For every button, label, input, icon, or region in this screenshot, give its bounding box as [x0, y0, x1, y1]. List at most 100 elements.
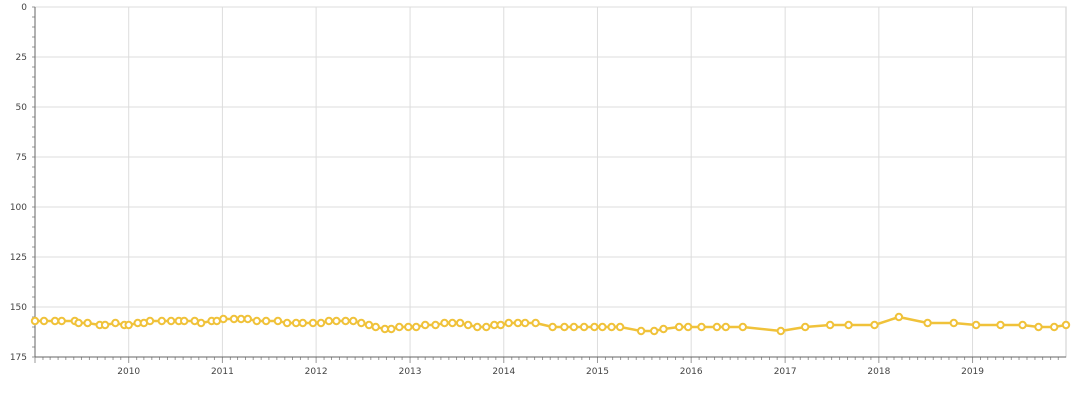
- y-tick-label: 125: [10, 253, 27, 263]
- x-tick-label: 2017: [774, 367, 797, 377]
- data-point[interactable]: [455, 318, 465, 328]
- data-point[interactable]: [598, 322, 607, 332]
- data-point[interactable]: [349, 316, 358, 326]
- data-point[interactable]: [923, 318, 932, 328]
- data-point[interactable]: [357, 318, 366, 328]
- x-tick-label: 2014: [492, 367, 515, 377]
- data-point[interactable]: [180, 316, 189, 326]
- data-point[interactable]: [236, 314, 246, 324]
- data-point[interactable]: [371, 322, 380, 332]
- data-point[interactable]: [683, 322, 693, 332]
- data-point[interactable]: [431, 320, 440, 330]
- data-point[interactable]: [697, 322, 706, 332]
- data-point[interactable]: [282, 318, 292, 328]
- data-point[interactable]: [1050, 322, 1059, 332]
- data-point[interactable]: [636, 326, 646, 336]
- data-point[interactable]: [776, 326, 785, 336]
- data-point[interactable]: [738, 322, 747, 332]
- data-point[interactable]: [57, 316, 66, 326]
- data-point[interactable]: [712, 322, 722, 332]
- data-point[interactable]: [157, 316, 167, 326]
- data-point[interactable]: [298, 318, 307, 328]
- data-point[interactable]: [569, 322, 579, 332]
- data-point[interactable]: [801, 322, 810, 332]
- data-point[interactable]: [30, 316, 40, 326]
- data-point[interactable]: [316, 318, 326, 328]
- data-point[interactable]: [324, 316, 334, 326]
- data-point[interactable]: [291, 318, 301, 328]
- data-point[interactable]: [124, 320, 133, 330]
- data-point[interactable]: [252, 316, 261, 326]
- data-point[interactable]: [579, 322, 589, 332]
- series-layer: [30, 312, 1071, 336]
- data-point[interactable]: [39, 316, 49, 326]
- x-tick-label: 2018: [867, 367, 890, 377]
- data-point[interactable]: [659, 324, 668, 334]
- data-point[interactable]: [229, 314, 239, 324]
- data-point[interactable]: [496, 320, 505, 330]
- y-axis-ticks: 0 25 50 75 100 125 150 175: [10, 3, 27, 363]
- data-point[interactable]: [482, 322, 491, 332]
- data-point[interactable]: [560, 322, 569, 332]
- data-point[interactable]: [894, 312, 904, 322]
- data-point[interactable]: [404, 322, 413, 332]
- data-point[interactable]: [440, 318, 449, 328]
- y-tick-label: 75: [16, 153, 27, 163]
- data-point[interactable]: [145, 316, 155, 326]
- y-tick-label: 0: [21, 3, 27, 13]
- data-point[interactable]: [364, 320, 374, 330]
- data-point[interactable]: [243, 314, 253, 324]
- y-tick-label: 150: [10, 303, 27, 313]
- data-point[interactable]: [520, 318, 530, 328]
- data-point[interactable]: [590, 322, 599, 332]
- data-point[interactable]: [387, 324, 396, 334]
- data-point[interactable]: [825, 320, 835, 330]
- data-point[interactable]: [504, 318, 513, 328]
- data-point[interactable]: [721, 322, 730, 332]
- data-point[interactable]: [607, 322, 616, 332]
- data-point[interactable]: [1034, 322, 1043, 332]
- data-point[interactable]: [219, 314, 228, 324]
- data-point[interactable]: [1061, 320, 1071, 330]
- plot-frame: [34, 6, 1067, 358]
- data-point[interactable]: [1018, 320, 1027, 330]
- data-point[interactable]: [261, 316, 271, 326]
- data-point[interactable]: [83, 318, 92, 328]
- data-point[interactable]: [463, 320, 473, 330]
- data-point[interactable]: [412, 322, 421, 332]
- data-point[interactable]: [615, 322, 625, 332]
- data-point[interactable]: [473, 322, 482, 332]
- data-point[interactable]: [844, 320, 853, 330]
- data-point[interactable]: [100, 320, 110, 330]
- data-point[interactable]: [212, 316, 222, 326]
- grid-layer: [34, 6, 1067, 358]
- y-tick-label: 100: [10, 203, 27, 213]
- data-point[interactable]: [513, 318, 523, 328]
- data-point[interactable]: [50, 316, 60, 326]
- data-point[interactable]: [308, 318, 318, 328]
- data-point[interactable]: [674, 322, 684, 332]
- x-tick-label: 2019: [961, 367, 984, 377]
- data-point[interactable]: [332, 316, 341, 326]
- y-tick-label: 25: [16, 53, 27, 63]
- data-point[interactable]: [395, 322, 404, 332]
- data-point[interactable]: [448, 318, 457, 328]
- data-point[interactable]: [650, 326, 659, 336]
- data-point[interactable]: [341, 316, 350, 326]
- data-point[interactable]: [74, 318, 83, 328]
- x-tick-label: 2012: [305, 367, 328, 377]
- data-point[interactable]: [531, 318, 540, 328]
- data-point[interactable]: [548, 322, 557, 332]
- data-point[interactable]: [196, 318, 206, 328]
- data-point[interactable]: [949, 318, 958, 328]
- data-point[interactable]: [273, 316, 283, 326]
- y-tick-label: 175: [10, 353, 27, 363]
- data-point[interactable]: [111, 318, 120, 328]
- data-point[interactable]: [421, 320, 430, 330]
- data-point[interactable]: [166, 316, 176, 326]
- x-tick-label: 2010: [117, 367, 140, 377]
- data-point[interactable]: [870, 320, 879, 330]
- data-point[interactable]: [971, 320, 981, 330]
- data-point[interactable]: [996, 320, 1005, 330]
